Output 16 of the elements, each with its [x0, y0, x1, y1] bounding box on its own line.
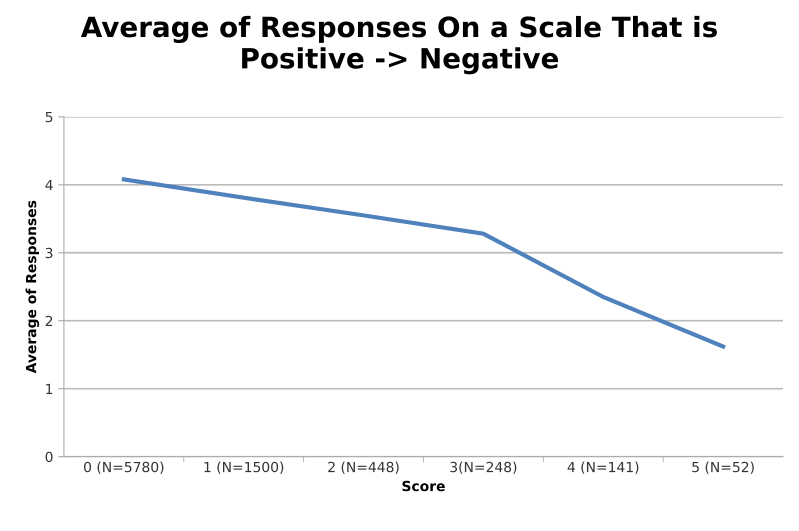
chart-title: Average of Responses On a Scale That is Positive -> Negative [80, 16, 717, 74]
x-axis-title: Score [402, 480, 445, 492]
y-tick-label: 3 [46, 248, 52, 258]
x-tick-label: 5 (N=52) [692, 462, 754, 474]
x-tick-label: 3(N=248) [450, 462, 516, 474]
x-tick-label: 4 (N=141) [568, 462, 638, 474]
y-tick-label: 5 [46, 112, 52, 122]
line-series [122, 177, 726, 349]
x-tick-label: 2 (N=448) [328, 462, 399, 474]
x-tick-label: 0 (N=5780) [84, 462, 164, 474]
y-axis-title: Average of Responses [26, 200, 40, 374]
x-tick-label: 1 (N=1500) [204, 462, 284, 474]
y-tick-label: 1 [46, 384, 52, 394]
y-tick-label: 0 [46, 452, 53, 462]
y-tick-label: 4 [45, 180, 53, 190]
y-tick-label: 2 [46, 316, 52, 326]
